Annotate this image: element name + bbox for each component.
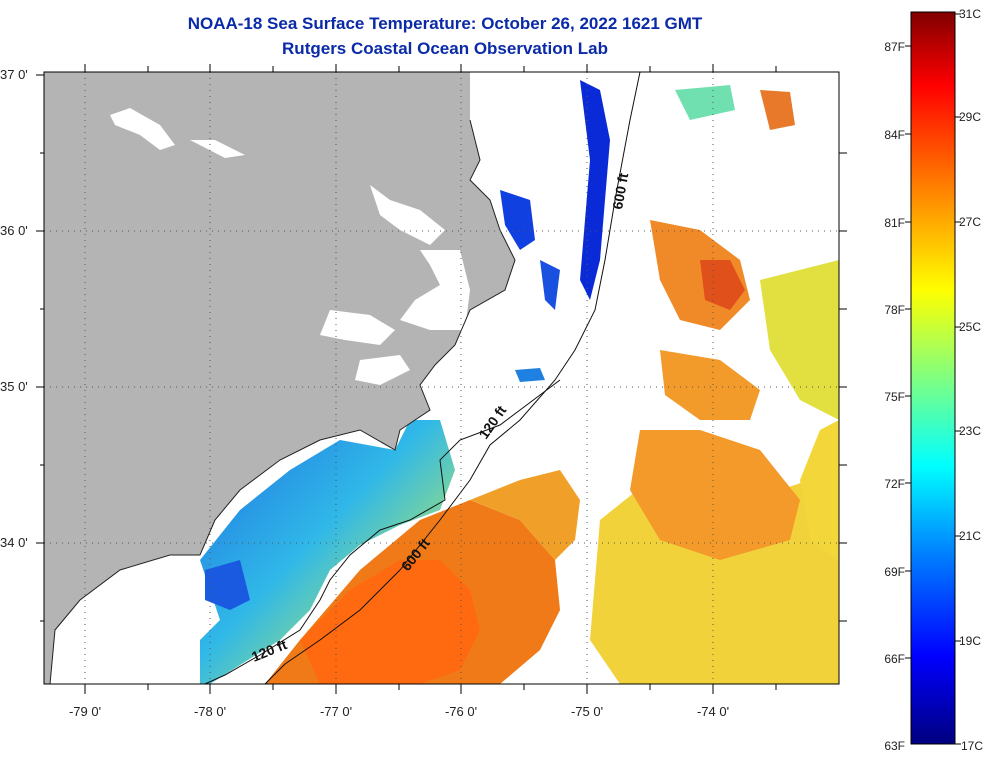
longitude-labels: -79 0' -78 0' -77 0' -76 0' -75 0' -74 0… (69, 704, 729, 719)
bathymetry-contours (204, 72, 641, 684)
scale-label-f: 84F (884, 128, 905, 142)
color-scale-bar (910, 11, 956, 745)
lat-label: 35 0' (0, 379, 28, 394)
coastline (49, 119, 516, 684)
lat-label: 37 0' (0, 67, 28, 82)
scale-label-f: 81F (884, 216, 905, 230)
scale-label-c: 21C (959, 529, 981, 543)
sst-warm-water (265, 85, 839, 684)
scale-label-f: 78F (884, 303, 905, 317)
lon-label: -77 0' (320, 704, 352, 719)
graticule (44, 72, 839, 684)
latitude-labels: 37 0' 36 0' 35 0' 34 0' (0, 67, 28, 550)
lat-label: 36 0' (0, 223, 28, 238)
scale-label-c: 29C (959, 110, 981, 124)
lon-label: -75 0' (571, 704, 603, 719)
fahrenheit-labels: 87F 84F 81F 78F 75F 72F 69F 66F 63F (884, 40, 905, 753)
lon-label: -78 0' (194, 704, 226, 719)
scale-label-c: 17C (961, 739, 983, 753)
sst-coastal-water (200, 420, 455, 684)
map-frame (43, 71, 840, 685)
scale-label-f: 75F (884, 390, 905, 404)
scale-label-c: 23C (959, 424, 981, 438)
lat-label: 34 0' (0, 535, 28, 550)
lon-label: -74 0' (697, 704, 729, 719)
scale-label-f: 87F (884, 40, 905, 54)
axis-ticks (36, 64, 847, 694)
scale-label-c: 25C (959, 320, 981, 334)
inland-waters (110, 108, 470, 385)
scale-label-c: 19C (959, 634, 981, 648)
scale-label-c: 31C (959, 7, 981, 21)
contour-label: 600 ft (609, 171, 631, 210)
scale-label-f: 63F (884, 739, 905, 753)
scale-label-f: 66F (884, 652, 905, 666)
map-title: NOAA-18 Sea Surface Temperature: October… (187, 14, 703, 33)
sst-cold-streaks (500, 80, 610, 382)
color-scale-ticks (905, 13, 961, 745)
lon-label: -76 0' (445, 704, 477, 719)
celsius-labels: 31C 29C 27C 25C 23C 21C 19C 17C (959, 7, 983, 753)
scale-label-f: 72F (884, 477, 905, 491)
map-subtitle: Rutgers Coastal Ocean Observation Lab (282, 39, 608, 58)
scale-label-c: 27C (959, 215, 981, 229)
sst-cold-patch (205, 560, 250, 610)
lon-label: -79 0' (69, 704, 101, 719)
scale-label-f: 69F (884, 565, 905, 579)
